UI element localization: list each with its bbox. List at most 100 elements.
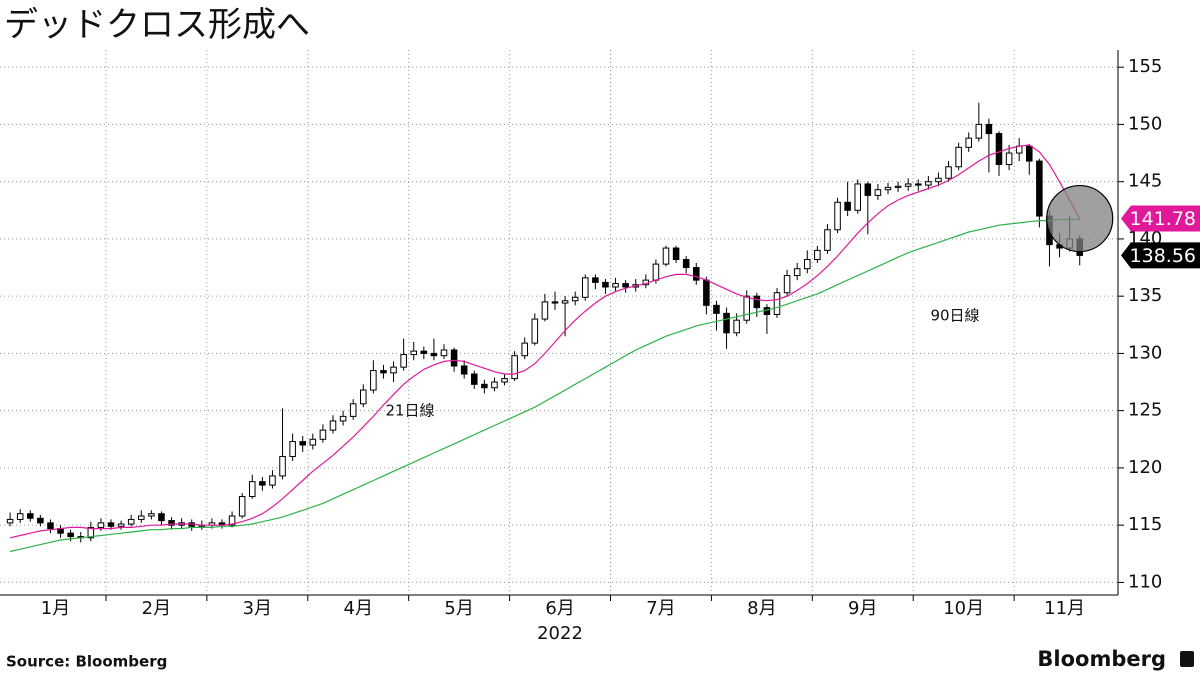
candle-body: [733, 319, 740, 334]
candle-body: [289, 441, 296, 457]
candle-body: [925, 181, 932, 186]
candle-body: [390, 366, 397, 374]
candle-body: [329, 420, 337, 431]
candle-body: [168, 520, 175, 526]
candle-body: [481, 383, 488, 389]
candle-body: [995, 133, 1003, 165]
candle-body: [824, 229, 831, 251]
candle-body: [410, 350, 418, 356]
candle-body: [975, 123, 983, 139]
candle-body: [814, 249, 821, 261]
x-tick-label: 5月: [444, 598, 473, 619]
candle-body: [682, 259, 690, 269]
candle-body: [985, 123, 993, 135]
candle-body: [228, 515, 236, 526]
candle-body: [460, 365, 468, 375]
candle-body: [1005, 152, 1013, 165]
candle-body: [521, 342, 529, 357]
candle-body: [602, 281, 609, 288]
y-tick-label: 155: [1128, 56, 1162, 77]
highlight-circle: [1046, 184, 1114, 253]
candle-body: [67, 532, 74, 538]
candle-body: [884, 186, 892, 191]
x-tick-label: 7月: [646, 598, 675, 619]
candle-body: [743, 295, 751, 321]
candle-body: [945, 166, 952, 179]
x-tick-label: 4月: [344, 598, 373, 619]
candle-body: [531, 318, 539, 344]
candle-body: [622, 283, 629, 288]
candle-body: [450, 349, 458, 367]
candle-body: [561, 300, 569, 304]
candle-body: [652, 263, 660, 281]
x-tick-label: 6月: [545, 598, 574, 619]
candle-body: [97, 522, 105, 528]
candle-body: [965, 137, 973, 148]
candle-body: [672, 247, 680, 261]
candle-body: [470, 373, 478, 385]
value-tag: [1121, 205, 1200, 232]
candle-body: [894, 185, 902, 188]
candle-body: [834, 201, 841, 231]
x-tick-label: 2月: [142, 598, 171, 619]
candle-body: [440, 349, 448, 357]
candle-body: [359, 389, 367, 405]
value-tag-label: 141.78: [1130, 208, 1196, 230]
y-tick-label: 145: [1128, 171, 1162, 192]
candle-body: [6, 518, 14, 524]
candle-body: [299, 441, 307, 446]
candle-body: [541, 301, 549, 320]
candle-body: [158, 513, 165, 522]
ma-line: [9, 144, 1081, 539]
candle-body: [844, 201, 851, 211]
candle-body: [773, 292, 781, 315]
candle-body: [349, 403, 357, 417]
candle-body: [935, 177, 942, 183]
candle-body: [571, 296, 579, 302]
brand-logo: Bloomberg: [1037, 647, 1166, 671]
candle-body: [612, 283, 619, 288]
candle-body: [592, 277, 599, 283]
candle-body: [259, 481, 266, 486]
candle-body: [400, 354, 407, 368]
candle-body: [26, 513, 34, 519]
candle-body: [238, 496, 246, 517]
candle-body: [713, 304, 720, 314]
candle-body: [37, 517, 44, 524]
x-tick-label: 9月: [848, 598, 877, 619]
candle-body: [662, 247, 670, 265]
candle-body: [16, 513, 24, 520]
candle-body: [864, 183, 872, 196]
y-tick-label: 110: [1128, 571, 1162, 592]
x-tick-label: 11月: [1044, 598, 1085, 619]
candle-body: [309, 438, 317, 446]
y-tick-label: 150: [1128, 113, 1162, 134]
candle-body: [87, 526, 95, 539]
brand-icon: [1180, 651, 1194, 667]
candle-body: [803, 259, 811, 270]
candle-body: [692, 267, 700, 281]
candle-body: [511, 355, 518, 380]
candle-body: [380, 370, 387, 374]
x-tick-label: 3月: [243, 598, 272, 619]
candle-body: [914, 183, 922, 186]
candle-body: [793, 268, 801, 277]
candle-body: [551, 301, 559, 304]
series-annotation: 21日線: [385, 402, 434, 420]
candle-body: [107, 522, 115, 527]
candle-body: [753, 295, 761, 309]
candle-body: [339, 415, 347, 422]
candle-body: [491, 381, 498, 389]
candle-body: [723, 312, 730, 334]
candle-body: [319, 429, 327, 440]
candle-body: [955, 146, 962, 168]
candle-body: [47, 522, 54, 530]
candle-body: [137, 515, 145, 520]
candle-body: [1036, 160, 1043, 217]
chart-title: デッドクロス形成へ: [4, 5, 310, 45]
y-tick-label: 130: [1128, 342, 1162, 363]
candle-body: [127, 518, 135, 525]
value-tag: [1121, 242, 1200, 269]
x-axis-label: 2022: [537, 623, 583, 644]
